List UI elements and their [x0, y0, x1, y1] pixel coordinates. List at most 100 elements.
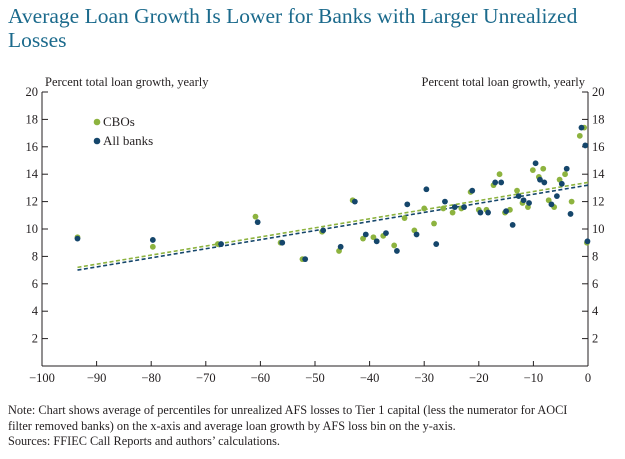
point-all-banks	[394, 248, 400, 254]
y-tick-label-left: 6	[32, 277, 38, 291]
point-all-banks	[469, 187, 476, 194]
x-tick-label: 0	[585, 371, 591, 385]
point-all-banks	[582, 142, 589, 149]
point-all-banks	[578, 124, 585, 131]
point-all-banks	[461, 204, 467, 210]
point-all-banks	[563, 165, 570, 172]
y-tick-label-right: 6	[592, 277, 598, 291]
y-tick-label-left: 8	[32, 249, 38, 263]
trendline-all-banks	[77, 184, 589, 271]
sources-line: Sources: FFIEC Call Reports and authors’…	[8, 434, 280, 448]
x-tick-label: −70	[196, 371, 216, 385]
point-cbos	[401, 215, 408, 221]
point-cbos	[421, 205, 428, 212]
point-all-banks	[548, 201, 555, 208]
legend-label-cbos: CBOs	[103, 114, 135, 129]
point-all-banks	[337, 243, 344, 250]
point-all-banks	[320, 227, 327, 234]
chart-note: Note: Chart shows average of percentiles…	[8, 403, 620, 450]
y-tick-label-left: 10	[26, 222, 39, 236]
x-tick-label: −10	[524, 371, 544, 385]
point-cbos	[529, 167, 536, 173]
x-tick-label: −20	[469, 371, 489, 385]
point-all-banks	[492, 179, 499, 186]
x-tick-label: −100	[29, 371, 55, 385]
point-all-banks	[218, 241, 224, 247]
point-all-banks	[351, 198, 358, 205]
point-cbos	[568, 198, 575, 205]
point-all-banks	[541, 179, 548, 186]
point-all-banks	[383, 230, 389, 237]
y-tick-label-right: 12	[592, 195, 605, 209]
note-line-2: filter removed banks) on the x-axis and …	[8, 418, 456, 433]
point-all-banks	[520, 197, 527, 204]
point-all-banks	[423, 186, 430, 193]
y-tick-label-left: 16	[26, 140, 39, 154]
x-tick-label: −60	[251, 371, 271, 385]
x-tick-label: −90	[87, 371, 107, 385]
point-all-banks	[567, 211, 574, 217]
point-cbos	[431, 220, 437, 227]
chart-title: Average Loan Growth Is Lower for Banks w…	[8, 4, 578, 52]
point-cbos	[545, 197, 552, 204]
point-cbos	[391, 242, 398, 249]
y-tick-label-left: 18	[26, 112, 39, 126]
point-all-banks	[302, 256, 309, 263]
y-axis-label-right: Percent total loan growth, yearly	[421, 75, 586, 89]
point-all-banks	[413, 231, 420, 238]
point-all-banks	[279, 239, 286, 246]
y-tick-label-right: 8	[592, 249, 598, 263]
y-tick-label-right: 10	[592, 222, 605, 236]
point-cbos	[440, 205, 447, 212]
y-tick-label-right: 4	[592, 304, 599, 318]
point-all-banks	[74, 235, 81, 242]
y-tick-label-left: 4	[32, 304, 39, 318]
point-all-banks	[584, 238, 591, 245]
point-all-banks	[404, 201, 411, 208]
point-cbos	[576, 132, 583, 139]
legend-label-all-banks: All banks	[103, 133, 153, 148]
point-all-banks	[254, 219, 261, 226]
point-all-banks	[149, 237, 156, 243]
y-tick-label-left: 14	[26, 167, 39, 181]
legend-marker-cbos	[93, 118, 101, 126]
y-tick-label-right: 16	[592, 140, 605, 154]
point-cbos	[449, 209, 456, 216]
point-all-banks	[433, 241, 440, 247]
legend-marker-all-banks	[93, 137, 101, 145]
y-axis-label-left: Percent total loan growth, yearly	[45, 75, 209, 89]
point-cbos	[360, 235, 366, 242]
point-cbos	[149, 243, 156, 250]
point-all-banks	[442, 198, 448, 205]
point-all-banks	[503, 208, 509, 215]
y-tick-label-left: 20	[26, 85, 39, 99]
point-all-banks	[509, 221, 516, 228]
x-tick-label: −50	[305, 371, 325, 385]
trendline-cbos	[77, 181, 589, 269]
point-all-banks	[537, 176, 543, 183]
y-tick-label-left: 12	[26, 195, 39, 209]
y-tick-label-right: 14	[592, 167, 605, 181]
point-all-banks	[515, 193, 522, 200]
point-all-banks	[498, 179, 505, 186]
y-tick-label-right: 2	[592, 332, 598, 346]
point-all-banks	[485, 209, 491, 216]
point-all-banks	[477, 209, 484, 216]
point-cbos	[540, 165, 547, 172]
y-tick-label-right: 20	[592, 85, 605, 99]
note-line-1: Note: Chart shows average of percentiles…	[8, 403, 568, 417]
x-tick-label: −30	[414, 371, 434, 385]
point-all-banks	[451, 204, 458, 210]
point-all-banks	[373, 238, 380, 245]
point-cbos	[252, 213, 259, 220]
point-all-banks	[532, 160, 539, 167]
point-all-banks	[553, 193, 560, 200]
x-tick-label: −40	[360, 371, 380, 385]
point-all-banks	[526, 200, 532, 206]
y-tick-label-right: 18	[592, 112, 605, 126]
y-tick-label-left: 2	[32, 332, 38, 346]
point-all-banks	[558, 180, 565, 187]
point-cbos	[514, 187, 520, 194]
point-cbos	[562, 171, 568, 178]
